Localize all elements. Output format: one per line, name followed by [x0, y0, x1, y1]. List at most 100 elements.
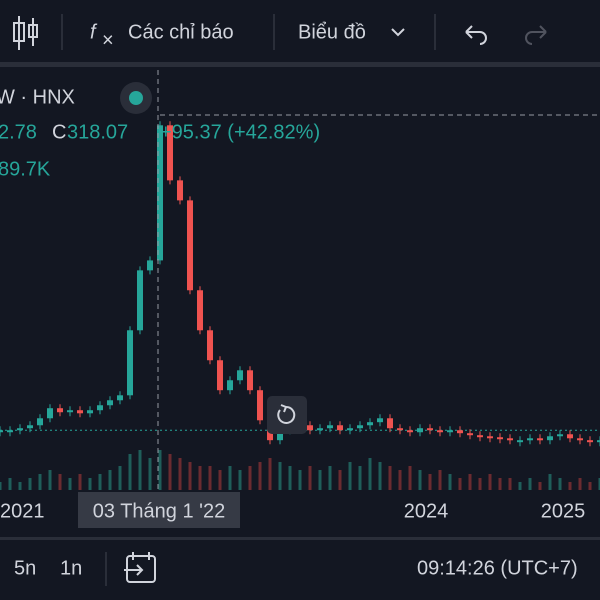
- candle: [327, 425, 333, 429]
- candle: [67, 410, 73, 413]
- volume-bar: [178, 458, 182, 490]
- x-axis-label: 2021: [0, 500, 45, 522]
- candle: [237, 370, 243, 381]
- volume-bar: [368, 458, 372, 490]
- change-value: +95.37 (+42.82%): [160, 121, 320, 143]
- volume-bar: [288, 466, 292, 490]
- fx-icon[interactable]: f: [90, 21, 98, 43]
- volume-bar: [48, 470, 52, 490]
- volume-bar: [418, 470, 422, 490]
- volume-bar: [578, 478, 582, 490]
- toolbar-divider: [0, 62, 600, 67]
- candle: [577, 438, 583, 441]
- volume-bar: [268, 458, 272, 490]
- candles-icon[interactable]: [13, 16, 38, 50]
- candle: [597, 440, 600, 443]
- candle: [587, 440, 593, 443]
- volume-bar: [538, 482, 542, 490]
- close-value: 318.07: [67, 121, 128, 143]
- candle: [117, 395, 123, 401]
- volume-bar: [238, 470, 242, 490]
- candle: [447, 430, 453, 433]
- candle: [167, 125, 173, 181]
- candle: [257, 390, 263, 421]
- volume-bar: [168, 454, 172, 490]
- candle: [247, 370, 253, 391]
- volume-bar: [588, 482, 592, 490]
- volume-bar: [118, 466, 122, 490]
- range-1d-button[interactable]: 1n: [60, 557, 82, 579]
- candle: [497, 437, 503, 440]
- candle: [47, 408, 53, 419]
- candle: [527, 438, 533, 441]
- goto-date-button[interactable]: [124, 552, 156, 583]
- volume-bar: [408, 466, 412, 490]
- close-key: C: [52, 121, 66, 143]
- volume-bar: [458, 478, 462, 490]
- candle: [357, 425, 363, 429]
- candle: [27, 425, 33, 429]
- volume-bar: [478, 478, 482, 490]
- range-5d-button[interactable]: 5n: [14, 557, 36, 579]
- volume-bar: [438, 470, 442, 490]
- volume-bar: [388, 466, 392, 490]
- candle: [77, 410, 83, 414]
- candle: [207, 330, 213, 361]
- volume-bar: [28, 478, 32, 490]
- candle: [197, 290, 203, 331]
- volume-bar: [138, 450, 142, 490]
- candle: [227, 380, 233, 391]
- volume-bar: [128, 454, 132, 490]
- candle: [517, 440, 523, 443]
- candle: [557, 434, 563, 437]
- bottom-divider: [0, 537, 600, 540]
- candle: [387, 418, 393, 429]
- candle: [397, 428, 403, 431]
- candle: [17, 428, 23, 431]
- candle: [457, 430, 463, 434]
- reset-button[interactable]: [267, 396, 307, 434]
- undo-button[interactable]: [465, 25, 487, 45]
- volume-bar: [158, 450, 162, 490]
- volume-bar: [528, 478, 532, 490]
- chart-type-button[interactable]: Biểu đồ: [298, 21, 366, 43]
- candle: [307, 425, 313, 431]
- candle: [547, 436, 553, 441]
- volume-bar: [278, 462, 282, 490]
- volume-bar: [448, 474, 452, 490]
- crosshair-date-box: [78, 492, 240, 528]
- volume-bar: [198, 466, 202, 490]
- volume-bar: [58, 474, 62, 490]
- volume-bar: [428, 474, 432, 490]
- redo-button[interactable]: [525, 25, 547, 45]
- candle: [37, 418, 43, 426]
- volume-bar: [108, 470, 112, 490]
- volume-bar: [298, 470, 302, 490]
- x-axis-label: 2025: [541, 500, 586, 522]
- volume-bar: [98, 474, 102, 490]
- volume-bar: [568, 482, 572, 490]
- candle: [437, 430, 443, 433]
- volume-bar: [248, 466, 252, 490]
- candle: [417, 428, 423, 433]
- volume-bar: [558, 478, 562, 490]
- candle: [337, 425, 343, 431]
- candle: [127, 330, 133, 396]
- volume-bar: [318, 470, 322, 490]
- volume-bar: [358, 466, 362, 490]
- candle: [367, 422, 373, 426]
- volume-bar: [18, 482, 22, 490]
- volume-bar: [208, 466, 212, 490]
- status-dot: [129, 91, 143, 105]
- reset-icon: [277, 404, 296, 424]
- chart-area: [0, 121, 600, 490]
- volume-bar: [338, 470, 342, 490]
- candle: [537, 438, 543, 441]
- candle: [187, 200, 193, 291]
- crosshair-date: 03 Tháng 1 '22: [93, 500, 225, 522]
- indicators-button[interactable]: Các chỉ báo: [128, 21, 234, 43]
- candle: [177, 180, 183, 201]
- candle: [377, 418, 383, 423]
- ohlc-open: 2.78: [0, 121, 37, 143]
